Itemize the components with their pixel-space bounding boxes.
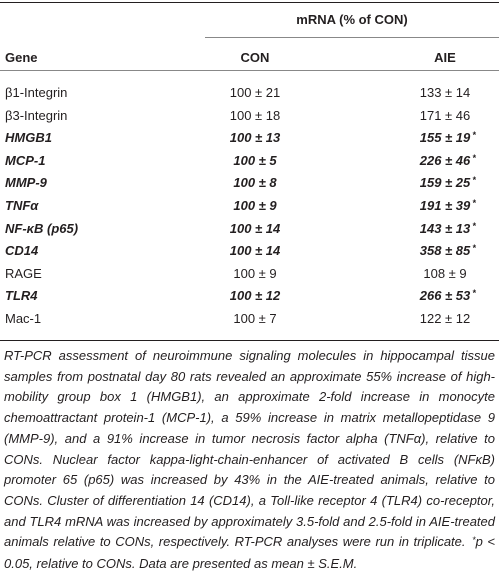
aie-cell: 133 ± 14 — [395, 85, 495, 101]
group-rule — [205, 37, 499, 38]
con-cell: 100 ± 14 — [229, 243, 281, 259]
significance-mark: * — [472, 152, 476, 163]
gene-cell: CD14 — [5, 243, 39, 259]
con-cell: 100 ± 7 — [233, 311, 277, 326]
aie-value: 108 ± 9 — [423, 265, 467, 281]
con-cell: 100 ± 5 — [233, 152, 277, 168]
significance-mark: * — [472, 130, 476, 141]
aie-cell: 155 ± 19 * — [395, 130, 495, 146]
significance-mark: * — [472, 243, 476, 254]
gene-cell: Mac-1 — [5, 311, 42, 326]
aie-cell: 122 ± 12 — [395, 311, 495, 327]
gene-cell: TNFα — [5, 198, 39, 213]
significance-mark: * — [472, 198, 476, 208]
caption-text: p < 0.05, relative to CONs. Data are pre… — [4, 534, 495, 572]
aie-cell: 171 ± 46 — [395, 108, 495, 124]
aie-value: 171 ± 46 — [419, 107, 471, 123]
caption-note-mark: * — [472, 535, 476, 546]
aie-value: 155 ± 19 — [419, 130, 471, 146]
aie-value: 266 ± 53 — [419, 288, 471, 304]
con-cell: 100 ± 12 — [229, 288, 281, 304]
significance-mark: * — [472, 288, 476, 299]
aie-value: 122 ± 12 — [419, 311, 471, 326]
aie-cell: 266 ± 53 * — [395, 288, 495, 304]
gene-cell: HMGB1 — [5, 130, 52, 146]
con-cell: 100 ± 9 — [233, 198, 277, 213]
column-header: AIE — [434, 50, 456, 65]
gene-cell: NF-κB (p65) — [5, 220, 79, 236]
aie-cell: 159 ± 25 * — [395, 175, 495, 191]
aie-cell: 108 ± 9 — [395, 266, 495, 282]
aie-cell: 226 ± 46 * — [395, 153, 495, 169]
aie-cell: 143 ± 13 * — [395, 221, 495, 237]
bottom-rule — [0, 340, 499, 341]
header-rule — [0, 70, 499, 71]
gene-cell: TLR4 — [5, 288, 38, 304]
aie-value: 143 ± 13 — [419, 220, 471, 236]
caption-text: RT-PCR assessment of neuroimmune signali… — [4, 348, 495, 550]
aie-value: 226 ± 46 — [419, 152, 471, 168]
aie-cell: 191 ± 39 * — [395, 198, 495, 214]
group-header: mRNA (% of CON) — [296, 12, 408, 27]
significance-mark: * — [472, 220, 476, 231]
gene-cell: β3-Integrin — [5, 107, 68, 123]
top-rule — [0, 2, 499, 3]
significance-mark: * — [472, 175, 476, 186]
gene-cell: RAGE — [5, 265, 42, 281]
con-cell: 100 ± 8 — [233, 175, 277, 191]
column-header: CON — [240, 50, 270, 65]
gene-cell: β1-Integrin — [5, 85, 68, 100]
aie-value: 159 ± 25 — [419, 175, 471, 191]
aie-value: 358 ± 85 — [419, 243, 471, 259]
gene-cell: MMP-9 — [5, 175, 47, 191]
caption: RT-PCR assessment of neuroimmune signali… — [4, 346, 495, 575]
con-cell: 100 ± 9 — [233, 265, 277, 281]
column-header: Gene — [5, 50, 38, 65]
con-cell: 100 ± 13 — [229, 130, 281, 146]
aie-cell: 358 ± 85 * — [395, 243, 495, 259]
con-cell: 100 ± 21 — [229, 85, 281, 100]
gene-cell: MCP-1 — [5, 152, 46, 168]
aie-value: 191 ± 39 — [419, 198, 471, 213]
con-cell: 100 ± 18 — [229, 107, 281, 123]
con-cell: 100 ± 14 — [229, 220, 281, 236]
aie-value: 133 ± 14 — [419, 85, 471, 100]
